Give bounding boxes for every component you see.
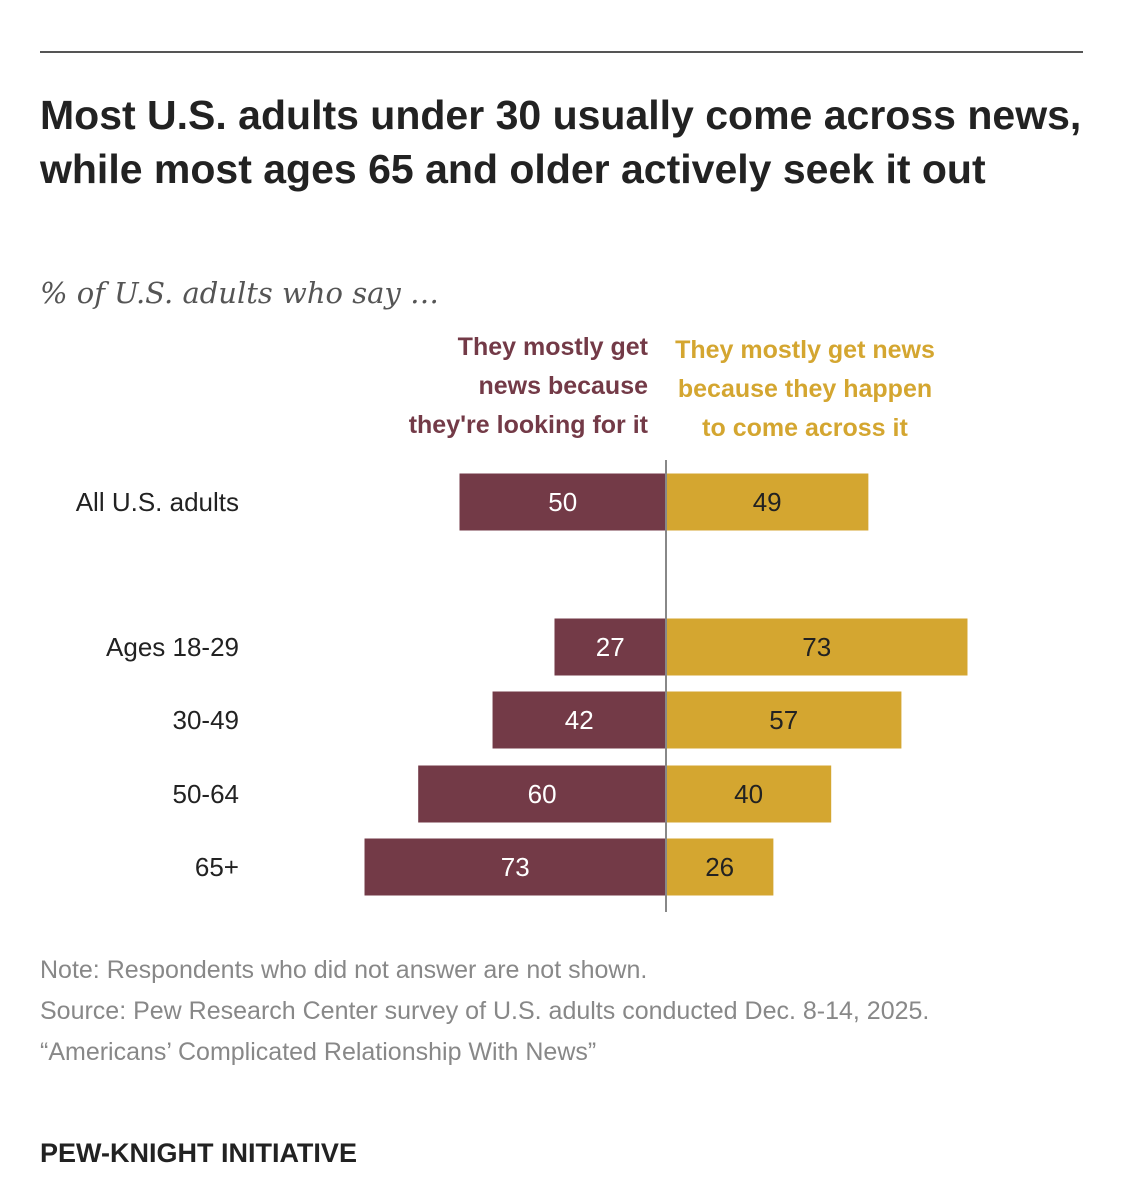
data-label-come-across-it: 57 <box>769 705 798 735</box>
bar-come-across-it <box>666 618 968 676</box>
brand-label: PEW-KNIGHT INITIATIVE <box>40 1138 357 1168</box>
bar-come-across-it <box>666 765 832 823</box>
data-label-looking-for-it: 27 <box>596 632 625 662</box>
category-label: 65+ <box>195 852 239 882</box>
legend-looking-for-it: They mostly get news because they're loo… <box>408 333 648 439</box>
chart-title: Most U.S. adults under 30 usually come a… <box>40 92 1082 192</box>
bar-looking-for-it <box>492 691 666 749</box>
bar-looking-for-it <box>459 473 666 531</box>
data-label-come-across-it: 26 <box>705 852 734 882</box>
category-label: 50-64 <box>173 779 240 809</box>
category-label: All U.S. adults <box>76 487 239 517</box>
category-label: 30-49 <box>173 705 240 735</box>
bar-come-across-it <box>666 473 869 531</box>
chart-notes: Note: Respondents who did not answer are… <box>40 950 1080 1073</box>
category-label: Ages 18-29 <box>106 632 239 662</box>
bar-looking-for-it <box>418 765 666 823</box>
note-text: Note: Respondents who did not answer are… <box>40 956 648 984</box>
bar-come-across-it <box>666 838 774 896</box>
data-label-looking-for-it: 73 <box>501 852 530 882</box>
bar-looking-for-it <box>364 838 666 896</box>
data-label-looking-for-it: 50 <box>548 487 577 517</box>
data-label-come-across-it: 73 <box>802 632 831 662</box>
data-label-come-across-it: 40 <box>734 779 763 809</box>
data-label-looking-for-it: 42 <box>565 705 594 735</box>
bar-looking-for-it <box>554 618 666 676</box>
legend-come-across-it: They mostly get news because they happen… <box>675 336 935 442</box>
source-text: Source: Pew Research Center survey of U.… <box>40 997 930 1025</box>
chart-subtitle: % of U.S. adults who say … <box>40 276 439 310</box>
data-label-looking-for-it: 60 <box>528 779 557 809</box>
bar-come-across-it <box>666 691 902 749</box>
top-rule <box>40 51 1083 53</box>
data-label-come-across-it: 49 <box>753 487 782 517</box>
report-title: “Americans’ Complicated Relationship Wit… <box>40 1038 597 1066</box>
diverging-bar-chart: All U.S. adults 50 49 Ages 18-29 27 73 30-49 42… <box>76 460 968 912</box>
